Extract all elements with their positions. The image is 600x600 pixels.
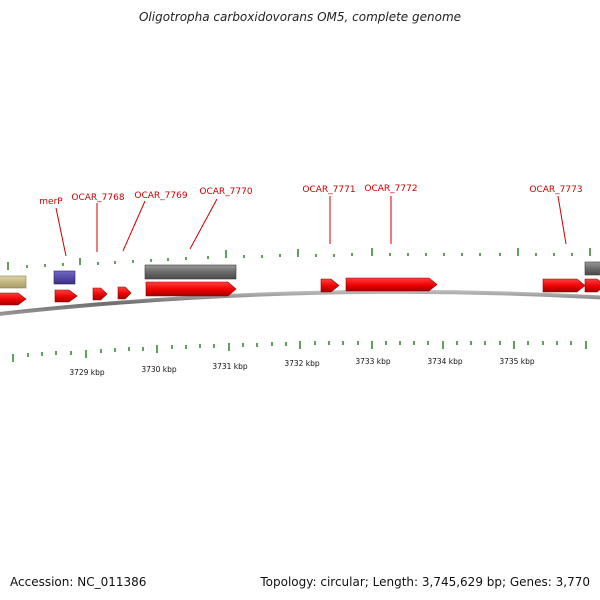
kbp-label: 3735 kbp xyxy=(499,357,535,366)
cds-arrow xyxy=(320,278,340,293)
accession-text: Accession: NC_011386 xyxy=(10,575,147,589)
inner-tick-row xyxy=(12,341,587,362)
blue-feature xyxy=(53,270,76,285)
cds-arrow xyxy=(0,292,27,306)
gene-label: OCAR_7771 xyxy=(302,185,355,195)
genome-title: Oligotropha carboxidovorans OM5, complet… xyxy=(138,10,462,24)
leader-line xyxy=(122,200,146,252)
kbp-label: 3733 kbp xyxy=(355,357,391,366)
gene-label: merP xyxy=(39,197,63,207)
gene-label: OCAR_7770 xyxy=(199,187,252,197)
kbp-label: 3730 kbp xyxy=(141,365,177,374)
gray-feature xyxy=(584,261,600,276)
kbp-label-group: 3729 kbp 3730 kbp 3731 kbp 3732 kbp 3733 kbp… xyxy=(69,357,535,377)
gene-label: OCAR_7773 xyxy=(529,185,582,195)
gray-feature xyxy=(144,264,237,280)
genome-backbone xyxy=(0,289,600,316)
cds-arrow xyxy=(584,278,600,293)
tan-feature xyxy=(0,275,27,289)
leader-line xyxy=(189,198,218,250)
feature-track xyxy=(0,261,600,306)
kbp-label: 3731 kbp xyxy=(212,362,248,371)
gene-label-group: merP OCAR_7768 OCAR_7769 OCAR_7770 OCAR_7771… xyxy=(39,184,582,207)
label-leader-lines xyxy=(55,195,567,257)
cds-arrow xyxy=(345,277,438,292)
leader-line xyxy=(55,207,67,257)
kbp-label: 3729 kbp xyxy=(69,368,105,377)
genome-summary-text: Topology: circular; Length: 3,745,629 bp… xyxy=(260,575,590,589)
kbp-label: 3732 kbp xyxy=(284,359,320,368)
gene-label: OCAR_7768 xyxy=(71,193,124,203)
cds-arrow xyxy=(145,281,237,297)
cds-arrow xyxy=(92,287,108,301)
outer-tick-row xyxy=(7,248,591,270)
gene-label: OCAR_7769 xyxy=(134,191,187,201)
kbp-label: 3734 kbp xyxy=(427,357,463,366)
cds-arrow xyxy=(542,278,586,293)
cds-arrow xyxy=(54,289,78,303)
gene-label: OCAR_7772 xyxy=(364,184,417,194)
leader-line xyxy=(557,195,567,245)
cds-arrow xyxy=(117,286,132,300)
